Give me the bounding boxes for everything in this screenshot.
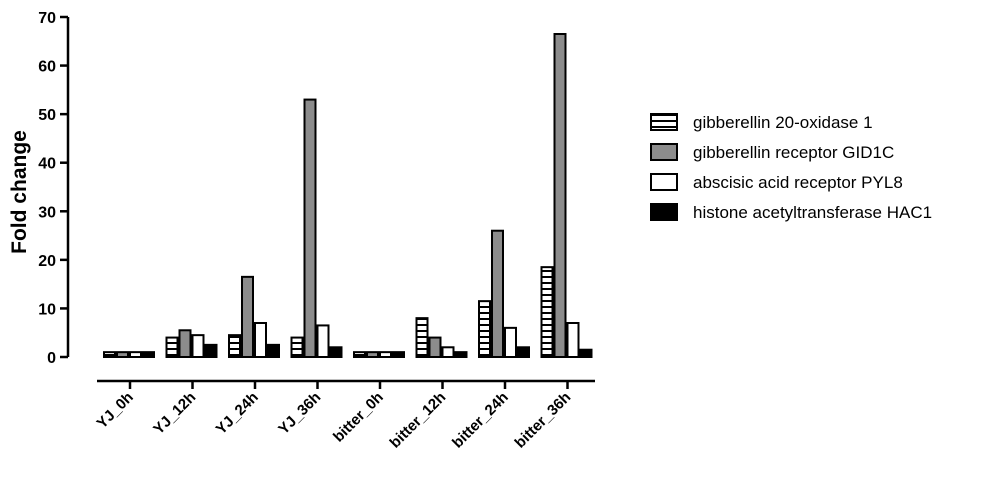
legend-label: histone acetyltransferase HAC1 [693, 203, 932, 222]
y-tick-label: 10 [38, 301, 56, 318]
bar-bitter_0h-series-2 [366, 351, 379, 358]
bar-YJ_0h-series-2 [116, 351, 129, 358]
y-axis-ticks: 0 10 20 30 40 50 60 70 [38, 10, 68, 367]
x-tick-label: YJ_12h [150, 389, 199, 438]
bar-bitter_0h-series-3 [379, 351, 392, 358]
x-tick-label: YJ_36h [275, 389, 324, 438]
x-tick-label: bitter_36h [512, 389, 575, 452]
bar-YJ_36h-series-2 [303, 98, 317, 358]
y-tick-label: 40 [38, 156, 56, 173]
bar-YJ_36h-series-1 [290, 336, 304, 359]
bar-bitter_12h-series-4 [454, 351, 468, 358]
legend-swatch [650, 113, 678, 131]
legend-label: gibberellin 20-oxidase 1 [693, 113, 873, 132]
legend-swatch [650, 173, 678, 191]
bar-YJ_36h-series-4 [329, 346, 343, 358]
bar-YJ_0h-series-3 [129, 351, 142, 358]
bar-bitter_24h-series-1 [478, 300, 491, 358]
bar-YJ_24h-series-4 [267, 343, 280, 359]
bar-bitter_0h-series-4 [392, 351, 405, 358]
legend-label: gibberellin receptor GID1C [693, 143, 894, 162]
y-tick-label: 70 [38, 10, 56, 27]
x-axis-tick-labels: YJ_0h YJ_12h YJ_24h YJ_36h bitter_0h bitter_1… [94, 381, 575, 452]
legend-swatch [650, 203, 678, 221]
x-tick-label: bitter_12h [387, 389, 450, 452]
bar-bitter_36h-series-2 [553, 33, 567, 358]
y-tick-label: 30 [38, 204, 56, 221]
bar-YJ_12h-series-4 [204, 343, 218, 359]
legend: gibberellin 20-oxidase 1 gibberellin rece… [650, 113, 932, 222]
bar-bitter_36h-series-3 [566, 322, 580, 358]
y-tick-label: 0 [47, 350, 56, 367]
x-tick-label: YJ_24h [213, 389, 262, 438]
bar-bitter_24h-series-3 [504, 326, 517, 359]
bar-YJ_24h-series-3 [254, 322, 267, 358]
x-tick-label: bitter_24h [449, 389, 512, 452]
bar-bitter_24h-series-4 [517, 346, 530, 358]
bars-group [103, 33, 593, 359]
y-tick-label: 20 [38, 253, 56, 270]
bar-bitter_36h-series-1 [540, 266, 554, 358]
bar-YJ_12h-series-1 [165, 336, 179, 359]
y-tick-label: 50 [38, 107, 56, 124]
bar-YJ_36h-series-3 [316, 324, 330, 358]
bar-bitter_12h-series-1 [415, 317, 429, 358]
bar-bitter_12h-series-3 [441, 346, 455, 358]
legend-label: abscisic acid receptor PYL8 [693, 173, 903, 192]
y-tick-label: 60 [38, 59, 56, 76]
bar-bitter_24h-series-2 [491, 229, 504, 358]
legend-swatch [650, 143, 678, 161]
x-tick-label: YJ_0h [94, 389, 137, 432]
bar-YJ_12h-series-3 [191, 334, 205, 358]
y-axis-label: Fold change [8, 130, 31, 254]
bar-YJ_24h-series-2 [241, 275, 254, 359]
bar-YJ_0h-series-4 [142, 351, 155, 358]
x-tick-label: bitter_0h [330, 389, 387, 446]
bar-bitter_0h-series-1 [353, 351, 366, 358]
bar-YJ_24h-series-1 [228, 334, 241, 358]
bar-YJ_12h-series-2 [178, 329, 192, 358]
bar-bitter_12h-series-2 [428, 336, 442, 359]
bar-bitter_36h-series-4 [579, 348, 593, 359]
bar-YJ_0h-series-1 [103, 351, 116, 358]
